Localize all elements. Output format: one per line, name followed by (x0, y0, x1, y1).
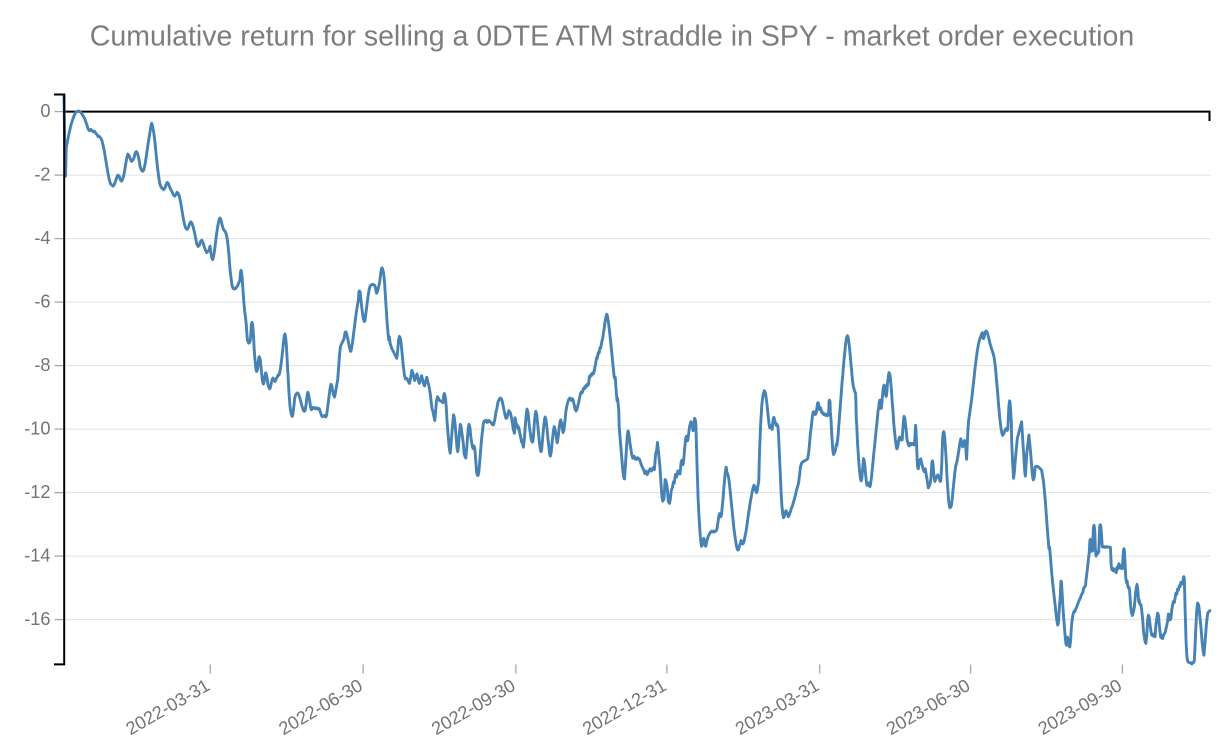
svg-text:-8: -8 (34, 355, 50, 375)
svg-text:Cumulative return for selling: Cumulative return for selling a 0DTE ATM… (90, 21, 1134, 53)
svg-text:-12: -12 (24, 482, 50, 502)
svg-text:-10: -10 (24, 419, 50, 439)
svg-text:-14: -14 (24, 546, 50, 566)
svg-text:-4: -4 (34, 228, 50, 248)
svg-text:0: 0 (40, 101, 50, 121)
svg-text:-16: -16 (24, 609, 50, 629)
svg-text:-6: -6 (34, 292, 50, 312)
svg-text:-2: -2 (34, 165, 50, 185)
